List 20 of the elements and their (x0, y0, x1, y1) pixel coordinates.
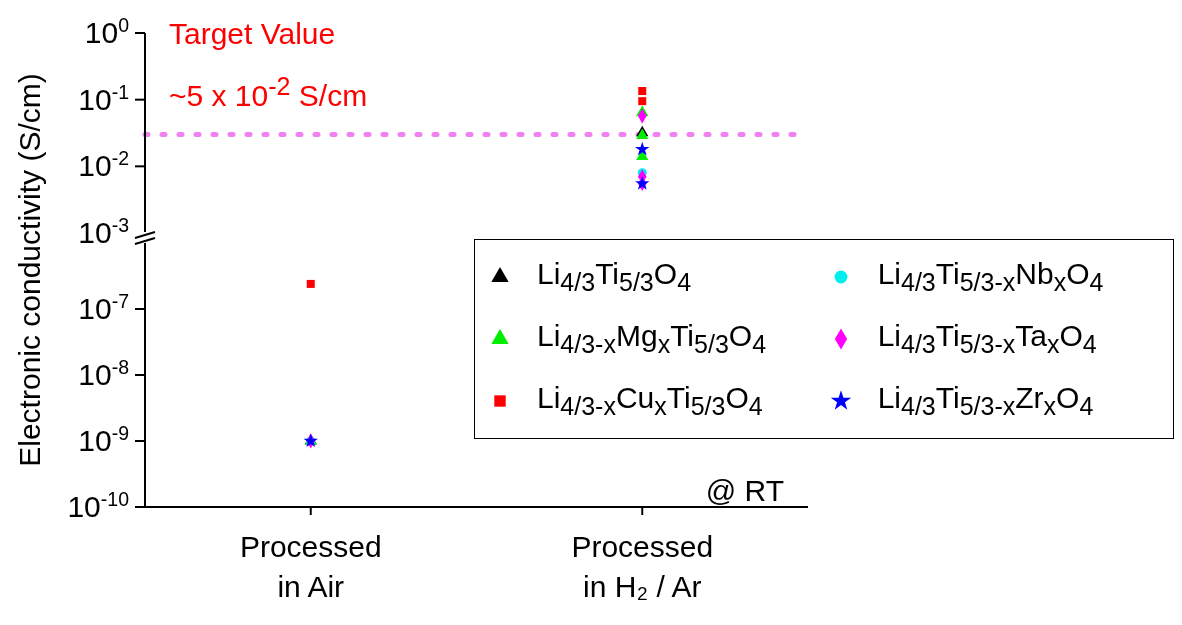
legend-label: Li$_{4/3-x}$Cu$_{x}$Ti$_{5/3}$O$_{4}$ (537, 381, 763, 421)
annotation: ~5 x 10$^{-2}$ S/cm (169, 71, 368, 114)
y-tick-label: 10$^{-10}$ (67, 488, 130, 523)
legend-label: Li$_{4/3}$Ti$_{5/3}$O$_{4}$ (537, 257, 692, 297)
legend-label: Li$_{4/3}$Ti$_{5/3-x}$Nb$_{x}$O$_{4}$ (877, 257, 1104, 297)
y-tick-label: 10$^{-7}$ (78, 290, 129, 325)
y-tick-label: 10$^{-9}$ (78, 422, 129, 457)
y-tick-label: 10$^{-8}$ (78, 356, 129, 391)
y-tick-label: 10$^{-1}$ (78, 80, 129, 116)
y-tick-label: 10$^{-2}$ (78, 147, 129, 183)
y-tick-label: 10$^{0}$ (84, 14, 130, 49)
x-tick-label: Processed in Air (239, 530, 382, 603)
annotation: Target Value (169, 16, 337, 52)
y-axis-title: Electronic conductivity (S/cm) (12, 72, 47, 469)
y-tick-label: 10$^{-3}$ (78, 214, 129, 249)
x-tick-label: Processed in H₂ / Ar (571, 530, 714, 603)
annotation: @ RT (705, 473, 784, 509)
legend-label: Li$_{4/3}$Ti$_{5/3-x}$Zr$_{x}$O$_{4}$ (877, 381, 1094, 421)
legend-label: Li$_{4/3-x}$Mg$_{x}$Ti$_{5/3}$O$_{4}$ (537, 319, 767, 359)
legend-label: Li$_{4/3}$Ti$_{5/3-x}$Ta$_{x}$O$_{4}$ (877, 319, 1097, 359)
